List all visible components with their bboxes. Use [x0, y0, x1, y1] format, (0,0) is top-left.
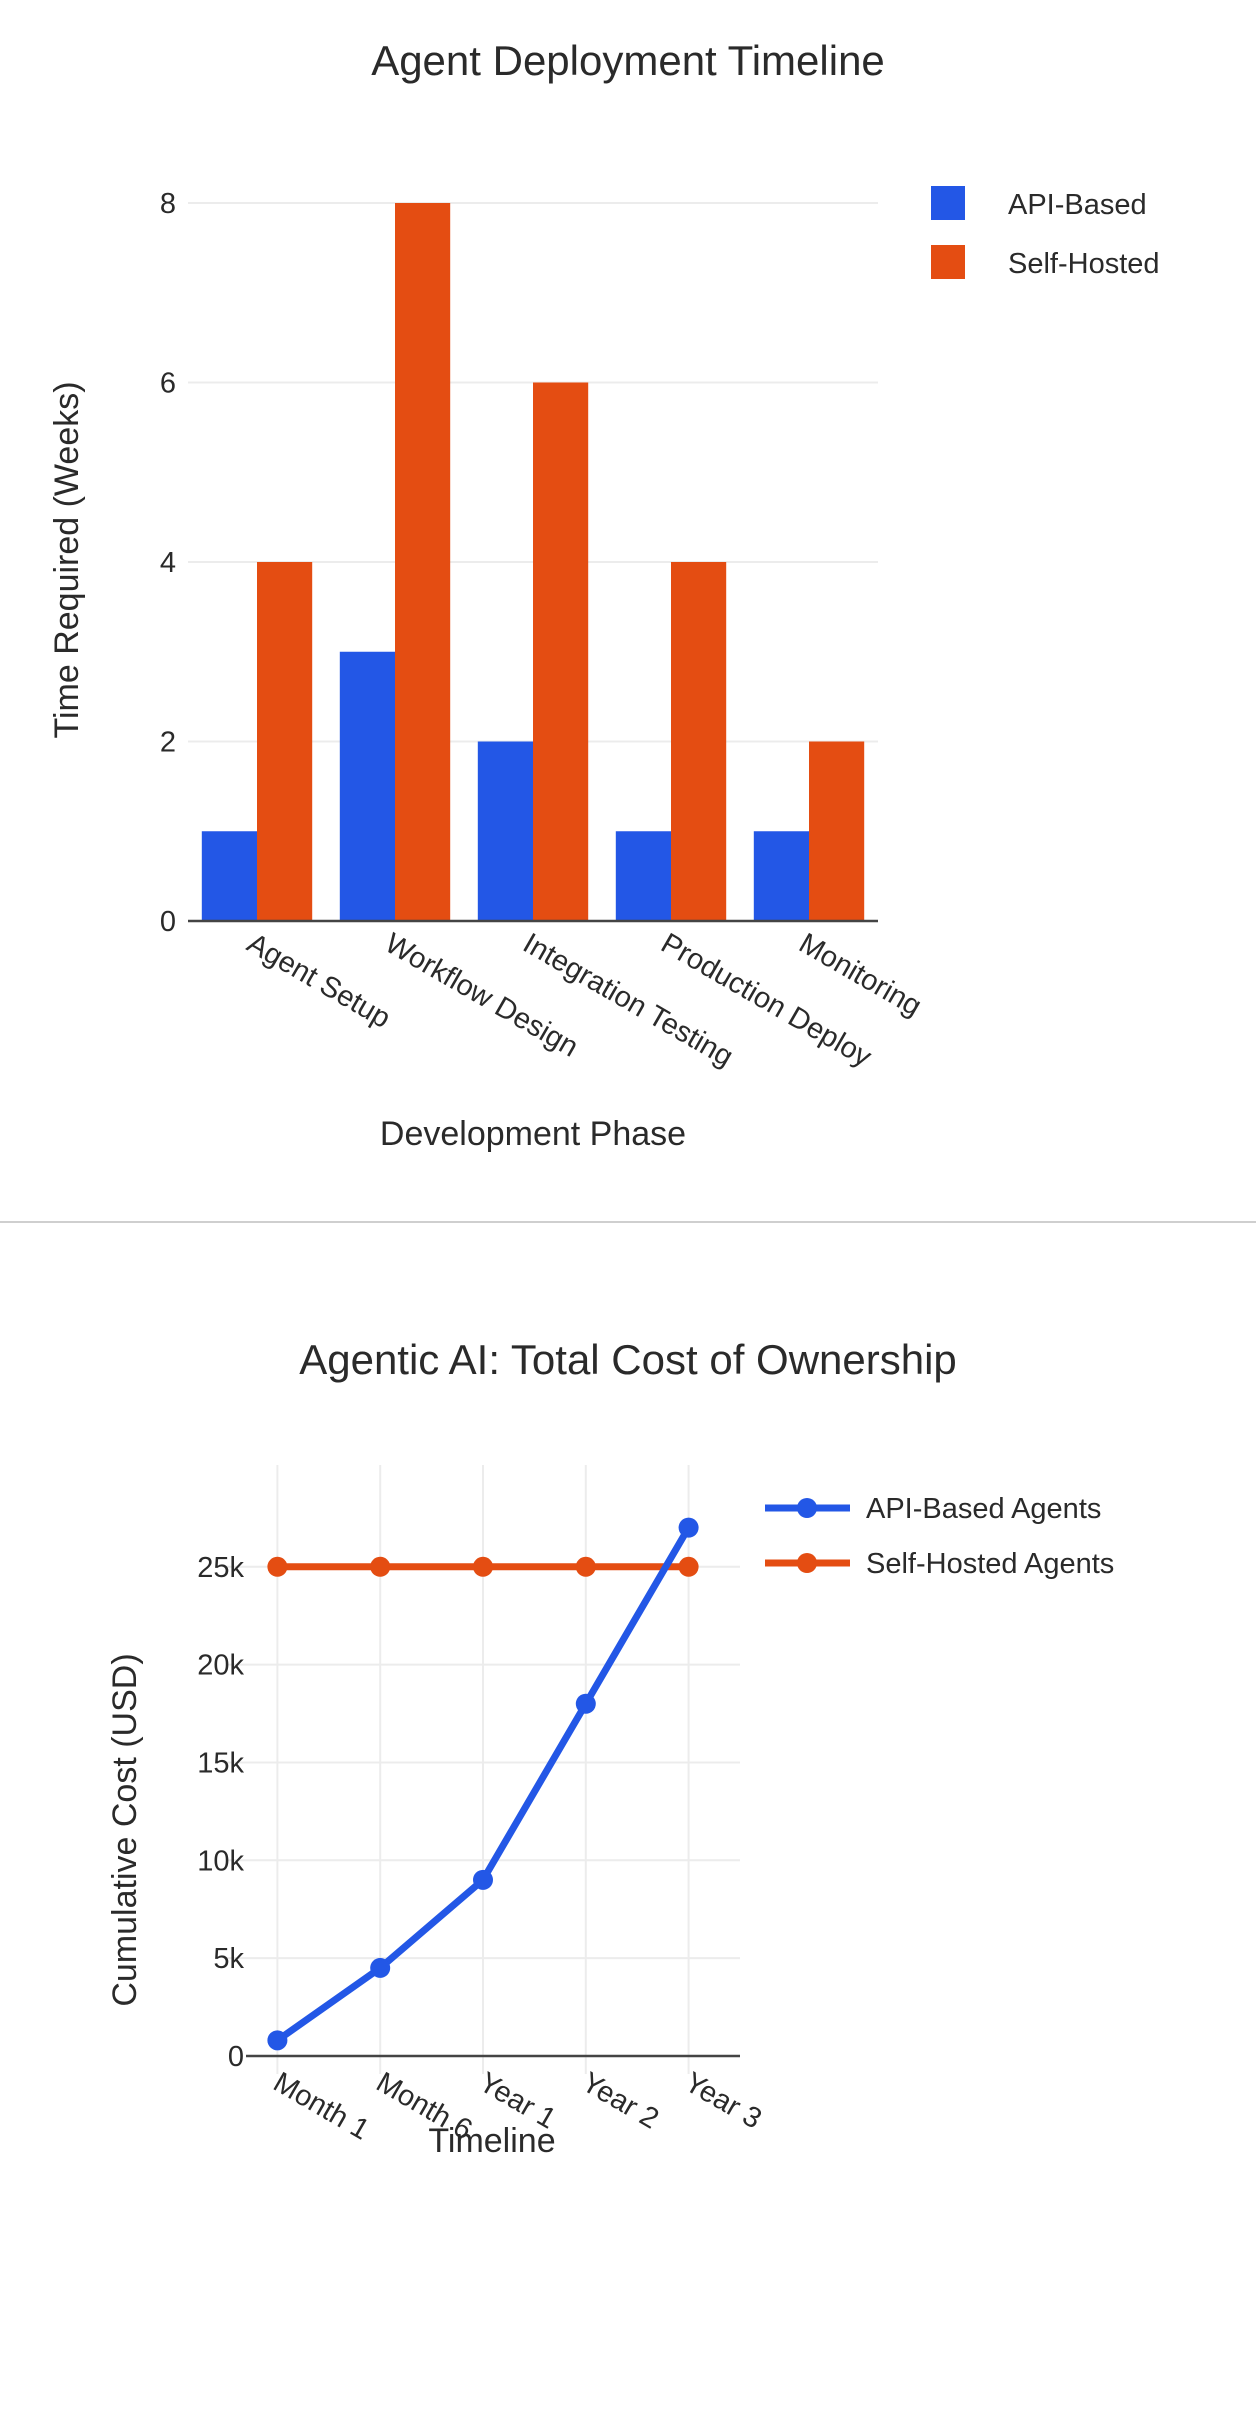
x-axis-title: Development Phase — [380, 1115, 686, 1153]
x-tick-label: Month 1 — [268, 2066, 375, 2146]
point-api-based[interactable] — [678, 1517, 699, 1538]
legend-label: Self-Hosted Agents — [866, 1548, 1114, 1580]
legend-swatch-api — [931, 186, 965, 220]
point-self-hosted[interactable] — [473, 1556, 493, 1577]
y-axis-title: Cumulative Cost (USD) — [106, 1653, 144, 2006]
chart-title: Agentic AI: Total Cost of Ownership — [299, 1336, 957, 1383]
gridlines — [226, 1465, 740, 2074]
x-tick-label: Year 3 — [679, 2066, 767, 2135]
point-api-based[interactable] — [473, 1869, 493, 1890]
point-self-hosted[interactable] — [575, 1556, 596, 1577]
bar-api-based[interactable] — [477, 741, 533, 922]
point-self-hosted[interactable] — [678, 1556, 699, 1577]
y-tick-label: 20k — [197, 1650, 244, 1682]
y-tick-labels: 0 2 4 6 8 — [160, 188, 176, 938]
y-tick-label: 15k — [197, 1747, 244, 1779]
legend-label: API-Based — [1008, 189, 1147, 221]
point-api-based[interactable] — [575, 1693, 596, 1714]
bar-api-based[interactable] — [615, 831, 671, 921]
y-tick-label: 2 — [160, 727, 176, 759]
point-api-based[interactable] — [267, 2030, 288, 2051]
bar-self-hosted[interactable] — [395, 203, 451, 921]
y-tick-label: 8 — [160, 188, 176, 220]
bars — [188, 203, 878, 923]
x-tick-label: Year 2 — [576, 2066, 664, 2135]
y-tick-labels: 0 5k 10k 15k 20k 25k — [197, 1552, 244, 2073]
bar-self-hosted[interactable] — [533, 382, 589, 922]
legend-swatch-self — [931, 245, 965, 279]
bar-self-hosted[interactable] — [257, 562, 313, 921]
legend-marker-self — [797, 1553, 817, 1573]
x-axis-title: Timeline — [428, 2122, 555, 2160]
legend-marker-api — [797, 1498, 817, 1518]
y-tick-label: 5k — [213, 1943, 244, 1975]
y-tick-label: 4 — [160, 547, 176, 579]
point-api-based[interactable] — [370, 1957, 391, 1978]
legend-item-api-based-agents[interactable]: API-Based Agents — [765, 1493, 1101, 1525]
point-self-hosted[interactable] — [267, 1556, 288, 1577]
y-tick-label: 6 — [160, 368, 176, 400]
y-tick-label: 25k — [197, 1552, 244, 1584]
y-tick-label: 0 — [228, 2041, 244, 2073]
bar-chart: Agent Deployment Timeline 0 2 4 6 8 Agent Se… — [48, 37, 1160, 1153]
legend-label: Self-Hosted — [1008, 248, 1160, 280]
legend-item-api-based[interactable]: API-Based — [931, 186, 1147, 221]
line-chart: Agentic AI: Total Cost of Ownership 0 5k 1… — [106, 1336, 1114, 2160]
legend: API-Based Self-Hosted — [931, 186, 1160, 280]
legend: API-Based Agents Self-Hosted Agents — [765, 1493, 1114, 1580]
bar-self-hosted[interactable] — [671, 562, 727, 921]
y-tick-label: 0 — [160, 906, 176, 938]
series-lines — [267, 1517, 699, 2051]
bar-api-based[interactable] — [753, 831, 809, 921]
chart-title: Agent Deployment Timeline — [371, 37, 885, 84]
y-tick-label: 10k — [197, 1845, 244, 1877]
legend-item-self-hosted[interactable]: Self-Hosted — [931, 245, 1160, 280]
y-axis-title: Time Required (Weeks) — [48, 381, 86, 738]
legend-label: API-Based Agents — [866, 1493, 1101, 1525]
bar-api-based[interactable] — [339, 651, 395, 921]
point-self-hosted[interactable] — [370, 1556, 391, 1577]
bar-self-hosted[interactable] — [809, 741, 865, 922]
bar-api-based[interactable] — [201, 831, 257, 921]
legend-item-self-hosted-agents[interactable]: Self-Hosted Agents — [765, 1548, 1114, 1580]
x-tick-label: Agent Setup — [242, 927, 396, 1035]
